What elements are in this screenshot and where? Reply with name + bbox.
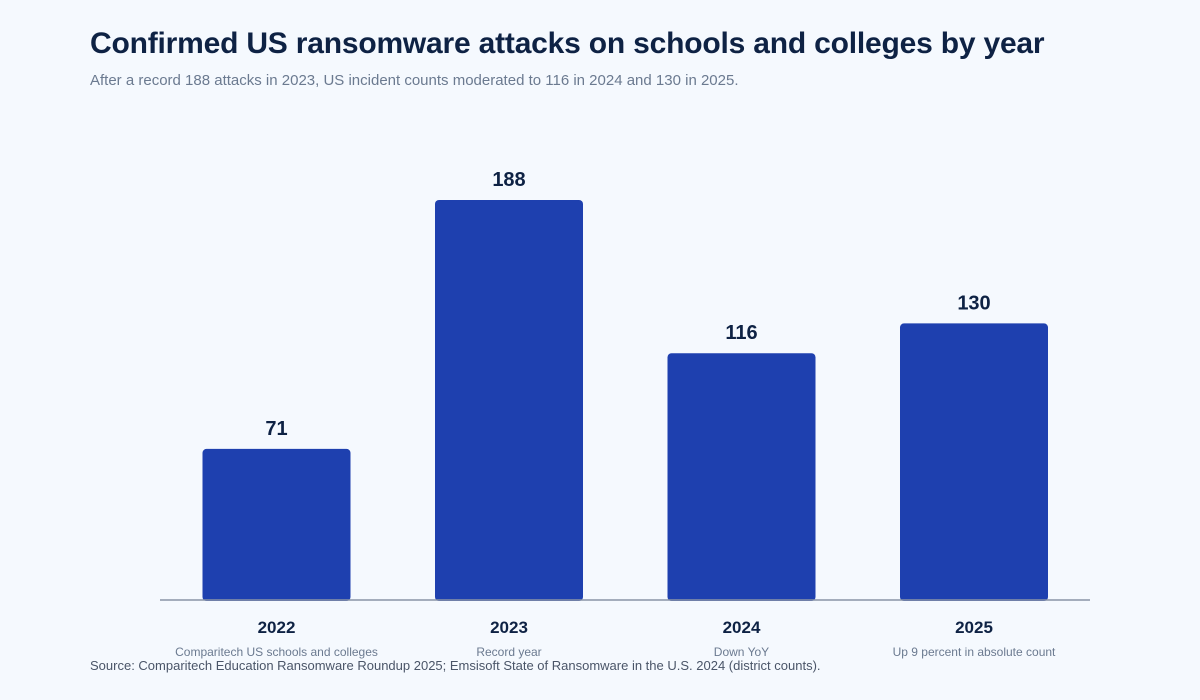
bars-group [202,200,1048,601]
bar-2024 [667,353,816,601]
chart-subtitle: After a record 188 attacks in 2023, US i… [90,72,739,89]
category-label-2022: 2022 [258,618,296,637]
bar-2023 [435,200,583,601]
value-label-2023: 188 [492,169,525,191]
category-label-2024: 2024 [723,618,761,637]
value-label-2022: 71 [265,418,287,440]
value-label-2024: 116 [725,322,757,344]
labels-group: 71 2022 Comparitech US schools and college… [175,169,1056,659]
category-label-2023: 2023 [490,618,528,637]
annotation-2024: Down YoY [714,645,769,659]
bar-2022 [202,448,351,601]
annotation-2022: Comparitech US schools and colleges [175,645,378,659]
chart-title: Confirmed US ransomware attacks on schoo… [90,27,1045,60]
value-label-2025: 130 [957,292,990,314]
category-label-2025: 2025 [955,618,993,637]
annotation-2023: Record year [476,645,541,659]
annotation-2025: Up 9 percent in absolute count [893,645,1056,659]
source-note: Source: Comparitech Education Ransomware… [90,658,821,673]
bar-2025 [900,323,1048,601]
